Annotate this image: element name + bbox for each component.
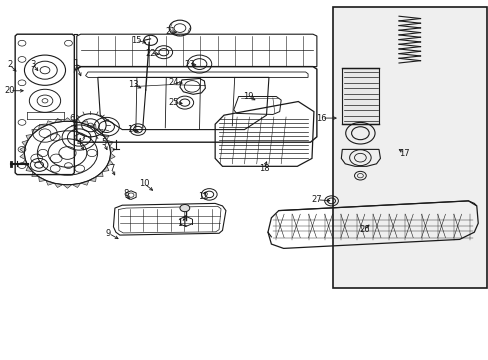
Polygon shape (46, 121, 54, 126)
Text: 27: 27 (311, 195, 322, 204)
Polygon shape (26, 134, 33, 140)
Text: 26: 26 (358, 225, 369, 234)
Text: 3: 3 (30, 59, 35, 68)
Polygon shape (72, 118, 81, 123)
Text: 17: 17 (399, 149, 409, 158)
Polygon shape (20, 153, 25, 159)
Polygon shape (22, 159, 28, 166)
Polygon shape (109, 147, 115, 153)
Text: 16: 16 (316, 114, 326, 122)
Polygon shape (96, 129, 103, 134)
Polygon shape (109, 153, 115, 159)
Text: 8: 8 (123, 189, 128, 198)
Text: 15: 15 (130, 36, 141, 45)
Text: 21: 21 (164, 27, 175, 36)
Polygon shape (81, 180, 89, 185)
Text: 19: 19 (243, 92, 253, 101)
Text: 1: 1 (73, 58, 78, 68)
Polygon shape (32, 172, 39, 177)
Text: 18: 18 (258, 164, 269, 173)
Polygon shape (106, 159, 113, 166)
Text: 9: 9 (106, 229, 111, 238)
Polygon shape (46, 180, 54, 185)
Polygon shape (26, 166, 33, 172)
Polygon shape (54, 118, 63, 123)
Text: 6: 6 (70, 114, 75, 123)
Polygon shape (63, 118, 72, 121)
Polygon shape (89, 125, 96, 130)
Text: 10: 10 (139, 179, 149, 188)
Polygon shape (63, 185, 72, 188)
Text: 25: 25 (168, 98, 179, 107)
Text: 12: 12 (197, 192, 208, 201)
Polygon shape (39, 125, 46, 130)
Text: 7: 7 (109, 164, 114, 173)
Circle shape (180, 204, 189, 212)
Polygon shape (96, 172, 103, 177)
Polygon shape (102, 166, 109, 172)
Text: 5: 5 (101, 138, 106, 147)
Polygon shape (54, 183, 63, 188)
Text: 20: 20 (4, 86, 15, 95)
Text: 4: 4 (77, 138, 81, 147)
Polygon shape (32, 129, 39, 134)
Polygon shape (89, 176, 96, 181)
Text: 2: 2 (7, 60, 12, 69)
Text: 13: 13 (127, 80, 138, 89)
Text: 22: 22 (145, 49, 156, 58)
Polygon shape (20, 147, 25, 153)
Bar (332, 7, 486, 288)
Bar (342, 68, 378, 124)
Text: 24: 24 (168, 77, 179, 86)
Polygon shape (22, 140, 28, 147)
Text: 11: 11 (176, 219, 187, 228)
Polygon shape (102, 134, 109, 140)
Polygon shape (81, 121, 89, 126)
Text: 23: 23 (184, 59, 195, 68)
Polygon shape (39, 176, 46, 181)
Text: 14: 14 (126, 125, 137, 134)
Polygon shape (72, 183, 81, 188)
Polygon shape (106, 140, 113, 147)
